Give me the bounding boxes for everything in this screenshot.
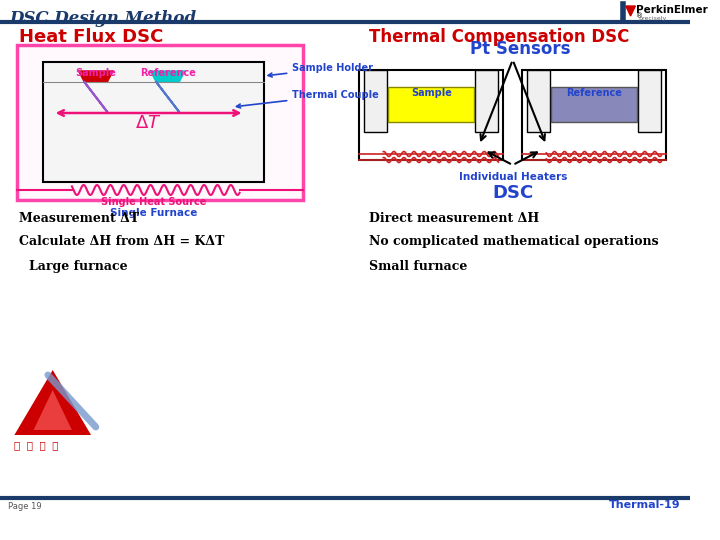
Text: DSC Design Method: DSC Design Method (9, 10, 197, 27)
Text: Direct measurement ΔH: Direct measurement ΔH (369, 212, 539, 225)
Text: Reference: Reference (140, 68, 196, 78)
Bar (359, 70, 503, 160)
Text: Thermal Compensation DSC: Thermal Compensation DSC (369, 28, 629, 46)
Text: ®: ® (636, 13, 644, 19)
Text: precisely: precisely (638, 16, 667, 21)
Text: 博  精  儀  器: 博 精 儀 器 (14, 440, 59, 450)
Text: $\Delta T$: $\Delta T$ (135, 114, 162, 132)
Text: Sample: Sample (76, 68, 116, 78)
Bar (522, 70, 666, 160)
Text: Individual Heaters: Individual Heaters (459, 172, 567, 182)
Bar (638, 70, 661, 132)
Bar (364, 70, 385, 130)
Text: Small furnace: Small furnace (369, 260, 467, 273)
Polygon shape (78, 71, 113, 82)
Text: Heat Flux DSC: Heat Flux DSC (19, 28, 163, 46)
Bar (17, 45, 303, 200)
Bar (364, 70, 387, 132)
Text: Large furnace: Large furnace (29, 260, 127, 273)
Text: DSC: DSC (492, 184, 534, 202)
Bar (527, 70, 550, 132)
Text: Thermal Couple: Thermal Couple (237, 90, 379, 108)
Text: No complicated mathematical operations: No complicated mathematical operations (369, 235, 659, 248)
Text: Calculate ΔH from ΔH = KΔT: Calculate ΔH from ΔH = KΔT (19, 235, 225, 248)
Bar (43, 62, 264, 182)
Text: Pt Sensors: Pt Sensors (470, 40, 571, 58)
Text: Single Furnace: Single Furnace (109, 208, 197, 218)
Polygon shape (14, 370, 91, 435)
Polygon shape (626, 6, 635, 16)
Bar (477, 70, 498, 130)
Text: Sample Holder: Sample Holder (268, 63, 373, 77)
Text: PerkinElmer: PerkinElmer (636, 5, 708, 15)
Text: Measurement ΔT: Measurement ΔT (19, 212, 139, 225)
Bar (475, 70, 498, 132)
Text: Reference: Reference (566, 88, 622, 98)
Polygon shape (150, 71, 185, 82)
Bar (388, 87, 474, 122)
Text: Thermal-19: Thermal-19 (609, 500, 680, 510)
Polygon shape (34, 390, 72, 430)
Bar (551, 87, 637, 122)
Text: Sample: Sample (411, 88, 451, 98)
Text: Single Heat Source: Single Heat Source (101, 197, 206, 207)
Text: Page 19: Page 19 (8, 502, 41, 511)
